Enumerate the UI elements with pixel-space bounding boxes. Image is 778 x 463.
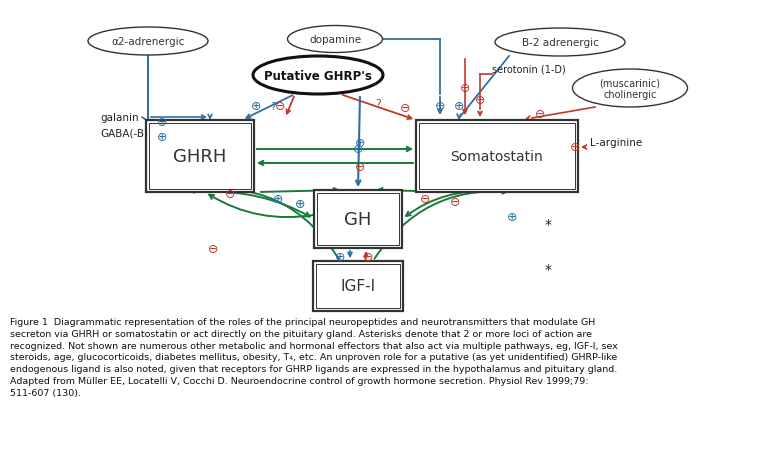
- Text: ⊖: ⊖: [534, 107, 545, 120]
- Text: ⊖: ⊖: [225, 188, 235, 201]
- Text: ⊕: ⊕: [335, 251, 345, 264]
- Ellipse shape: [88, 28, 208, 56]
- Text: ⊖: ⊖: [569, 141, 580, 154]
- Text: ⊕: ⊕: [454, 100, 464, 113]
- Text: ⊕: ⊕: [156, 115, 167, 128]
- Ellipse shape: [288, 26, 383, 53]
- Bar: [313, 262, 403, 311]
- Text: ?: ?: [375, 99, 381, 109]
- Text: Figure 1  Diagrammatic representation of the roles of the principal neuropeptide: Figure 1 Diagrammatic representation of …: [10, 317, 618, 397]
- Text: ⊖: ⊖: [400, 101, 410, 114]
- Text: GABA(-B): GABA(-B): [100, 129, 148, 139]
- Text: ⊖: ⊖: [450, 196, 461, 209]
- Text: ⊖: ⊖: [208, 243, 219, 256]
- Text: α2-adrenergic: α2-adrenergic: [111, 37, 184, 47]
- Text: ⊕: ⊕: [435, 100, 445, 113]
- Text: IGF-I: IGF-I: [341, 279, 376, 294]
- Text: L-arginine: L-arginine: [590, 138, 643, 148]
- Text: ⊖: ⊖: [420, 193, 430, 206]
- Text: ⊖: ⊖: [475, 94, 485, 106]
- Text: GHRH: GHRH: [173, 148, 226, 166]
- Text: ⊖: ⊖: [275, 100, 286, 113]
- Text: Putative GHRP's: Putative GHRP's: [264, 69, 372, 82]
- Ellipse shape: [573, 70, 688, 108]
- Text: ⊕: ⊕: [295, 198, 305, 211]
- Text: ⊖: ⊖: [363, 251, 373, 264]
- Text: ⊕: ⊕: [156, 131, 167, 144]
- Bar: [317, 194, 399, 245]
- Bar: [416, 121, 578, 193]
- Text: *: *: [545, 218, 552, 232]
- Text: ⊕: ⊕: [251, 100, 261, 113]
- Text: (muscarinic)
cholinergic: (muscarinic) cholinergic: [600, 78, 661, 100]
- Text: ⊕: ⊕: [352, 143, 363, 156]
- Bar: [419, 124, 575, 189]
- Text: ⊖: ⊖: [355, 161, 365, 174]
- Text: B-2 adrenergic: B-2 adrenergic: [521, 38, 598, 48]
- Ellipse shape: [495, 29, 625, 57]
- Text: ⊕: ⊕: [273, 193, 283, 206]
- Bar: [314, 191, 402, 249]
- Text: ⊕: ⊕: [355, 137, 365, 150]
- Text: ⊕: ⊕: [506, 211, 517, 224]
- Ellipse shape: [253, 57, 383, 95]
- Bar: [316, 264, 400, 308]
- Text: ⊖: ⊖: [460, 81, 470, 94]
- Text: galanin: galanin: [100, 113, 138, 123]
- Text: ?: ?: [270, 102, 276, 112]
- Bar: [146, 121, 254, 193]
- Text: serotonin (1-D): serotonin (1-D): [492, 65, 566, 75]
- Text: *: *: [545, 263, 552, 276]
- Text: Somatostatin: Somatostatin: [450, 150, 543, 163]
- Text: dopamine: dopamine: [309, 35, 361, 45]
- Bar: [149, 124, 251, 189]
- Text: GH: GH: [345, 211, 372, 229]
